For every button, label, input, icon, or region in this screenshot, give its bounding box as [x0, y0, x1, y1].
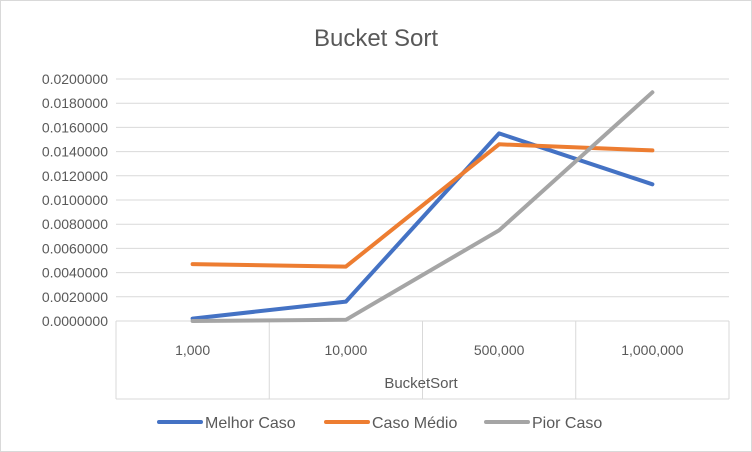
- y-tick-label: 0.0040000: [42, 265, 108, 281]
- legend: Melhor Caso Caso Médio Pior Caso: [157, 415, 602, 432]
- x-tick-label: 10,000: [324, 342, 367, 358]
- x-axis-ticks: 1,000 10,000 500,000 1,000,000: [175, 342, 684, 358]
- series-line-1: [190, 131, 655, 321]
- legend-label: Melhor Caso: [205, 415, 296, 432]
- y-tick-label: 0.0180000: [42, 95, 108, 111]
- y-tick-label: 0.0200000: [42, 71, 108, 87]
- series-line-3: [190, 90, 655, 323]
- y-tick-label: 0.0160000: [42, 119, 108, 135]
- y-axis-ticks: 0.0000000 0.0020000 0.0040000 0.0060000 0.00…: [42, 71, 108, 329]
- series-line-2: [190, 142, 655, 269]
- gridlines: [116, 78, 729, 322]
- y-tick-label: 0.0080000: [42, 216, 108, 232]
- x-tick-label: 1,000: [175, 342, 210, 358]
- x-tick-label: 1,000,000: [621, 342, 683, 358]
- y-tick-label: 0.0120000: [42, 168, 108, 184]
- x-tick-label: 500,000: [474, 342, 525, 358]
- x-axis-title: BucketSort: [384, 375, 458, 392]
- y-tick-label: 0.0060000: [42, 240, 108, 256]
- y-tick-label: 0.0000000: [42, 313, 108, 329]
- y-tick-label: 0.0020000: [42, 289, 108, 305]
- legend-label: Caso Médio: [372, 415, 457, 432]
- category-axis-table: [115, 321, 730, 400]
- series-lines: [190, 90, 655, 323]
- y-tick-label: 0.0140000: [42, 144, 108, 160]
- legend-label: Pior Caso: [532, 415, 602, 432]
- y-tick-label: 0.0100000: [42, 192, 108, 208]
- chart-title: Bucket Sort: [314, 25, 438, 52]
